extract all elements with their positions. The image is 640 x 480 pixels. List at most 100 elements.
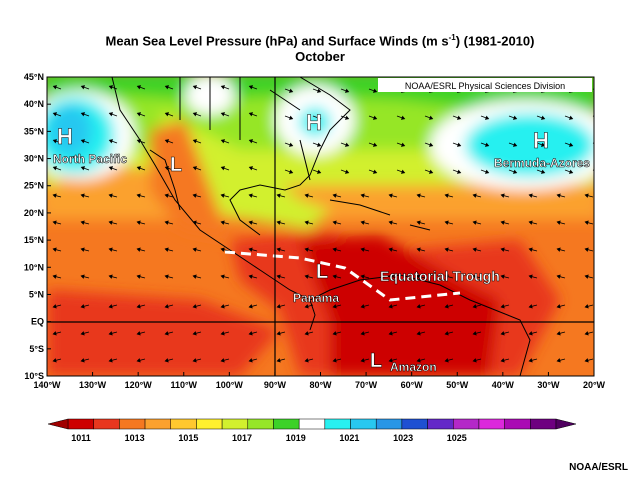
wind-arrow-head: [304, 220, 309, 225]
wind-arrow-head: [108, 112, 114, 117]
wind-arrow-head: [288, 142, 294, 147]
wind-arrow-head: [136, 274, 141, 279]
lon-label: 120°W: [125, 380, 153, 390]
wind-arrow-head: [276, 304, 281, 309]
lon-label: 130°W: [79, 380, 107, 390]
wind-arrow-head: [598, 89, 601, 92]
title-text: Mean Sea Level Pressure (hPa) and Surfac…: [105, 33, 449, 49]
wind-arrow-head: [400, 115, 406, 120]
bermuda-azores-label: Bermuda-Azores: [494, 156, 590, 170]
wind-arrow-head: [472, 331, 477, 336]
wind-arrow-head: [344, 142, 350, 147]
colorbar-segment: [453, 418, 480, 430]
lat-label: 30°N: [24, 154, 44, 164]
wind-arrow-head: [344, 169, 350, 174]
wind-arrow-head: [472, 220, 477, 225]
wind-arrow-head: [192, 166, 198, 171]
lon-label: 60°W: [401, 380, 424, 390]
wind-arrow-head: [332, 193, 337, 198]
mexico-low-symbol: L: [170, 154, 182, 176]
wind-arrow-head: [220, 85, 226, 90]
wind-arrow-head: [52, 358, 57, 363]
lat-label: 45°N: [24, 72, 44, 82]
wind-arrow-head: [80, 331, 85, 336]
wind-arrow-head: [52, 139, 58, 144]
wind-arrow-head: [52, 247, 57, 252]
wind-arrow-head: [108, 220, 113, 225]
colorbar-segment: [427, 418, 454, 430]
wind-arrow-head: [584, 358, 589, 363]
wind-arrow-head: [484, 142, 490, 147]
wind-arrow-head: [220, 274, 225, 279]
wind-arrow-head: [136, 247, 141, 252]
wind-arrow-head: [164, 193, 169, 198]
wind-arrow-head: [80, 193, 85, 198]
wind-arrow-head: [136, 112, 142, 117]
wind-arrow-head: [136, 166, 142, 171]
lat-label: 20°N: [24, 208, 44, 218]
wind-arrow-head: [500, 358, 505, 363]
colorbar-label: 1023: [393, 433, 413, 443]
wind-arrow-head: [528, 331, 533, 336]
wind-arrow-head: [136, 85, 142, 90]
wind-arrow-head: [220, 139, 226, 144]
wind-arrow-head: [528, 274, 533, 279]
wind-arrow-head: [192, 220, 197, 225]
wind-arrow-head: [484, 169, 490, 174]
lon-label: 30°W: [537, 380, 560, 390]
wind-arrow-head: [332, 331, 337, 336]
wind-arrow-head: [372, 142, 378, 147]
wind-arrow-head: [108, 193, 113, 198]
wind-arrow-head: [360, 247, 365, 252]
wind-arrow-head: [416, 304, 421, 309]
lat-label: 35°N: [24, 126, 44, 136]
wind-arrow-head: [500, 220, 505, 225]
wind-arrow-head: [80, 304, 85, 309]
wind-arrow-head: [164, 304, 169, 309]
wind-arrow-head: [276, 274, 281, 279]
colorbar-label: 1021: [339, 433, 359, 443]
wind-arrow-head: [136, 139, 142, 144]
wind-arrow-head: [416, 331, 421, 336]
wind-arrow-head: [444, 193, 449, 198]
wind-arrow-head: [444, 304, 449, 309]
colorbar-segment: [67, 418, 94, 430]
colorbar-low-arrow: [47, 418, 69, 430]
wind-arrow-head: [108, 166, 114, 171]
wind-arrow-head: [472, 358, 477, 363]
usa-high-symbol: H: [306, 110, 322, 135]
wind-arrow-head: [220, 304, 225, 309]
wind-arrow-head: [164, 85, 170, 90]
wind-arrow-head: [80, 247, 85, 252]
wind-arrow-head: [136, 304, 141, 309]
colorbar-segment: [401, 418, 428, 430]
wind-arrow-head: [416, 274, 421, 279]
wind-arrow-head: [400, 142, 406, 147]
wind-arrow-head: [248, 331, 253, 336]
wind-arrow-head: [80, 139, 86, 144]
wind-arrow-head: [388, 331, 393, 336]
wind-arrow-head: [568, 142, 574, 147]
wind-arrow-head: [360, 274, 365, 279]
wind-arrow-head: [192, 193, 197, 198]
colorbar-label: 1019: [286, 433, 306, 443]
wind-arrow-head: [344, 88, 350, 93]
wind-arrow-head: [556, 358, 561, 363]
wind-arrow-head: [164, 112, 170, 117]
wind-arrow-head: [108, 331, 113, 336]
wind-arrow-head: [556, 274, 561, 279]
wind-arrow-head: [528, 358, 533, 363]
wind-arrow-head: [444, 247, 449, 252]
wind-arrow-head: [444, 331, 449, 336]
wind-arrow-head: [332, 247, 337, 252]
wind-arrow-head: [500, 304, 505, 309]
wind-arrow-head: [528, 193, 533, 198]
wind-arrow-head: [372, 169, 378, 174]
wind-arrow-head: [52, 193, 57, 198]
wind-arrow-head: [316, 169, 322, 174]
colorbar-segment: [273, 418, 300, 430]
wind-arrow-head: [248, 220, 253, 225]
panama-low-symbol: L: [316, 261, 328, 283]
wind-arrow-head: [540, 169, 546, 174]
wind-arrow-head: [500, 331, 505, 336]
